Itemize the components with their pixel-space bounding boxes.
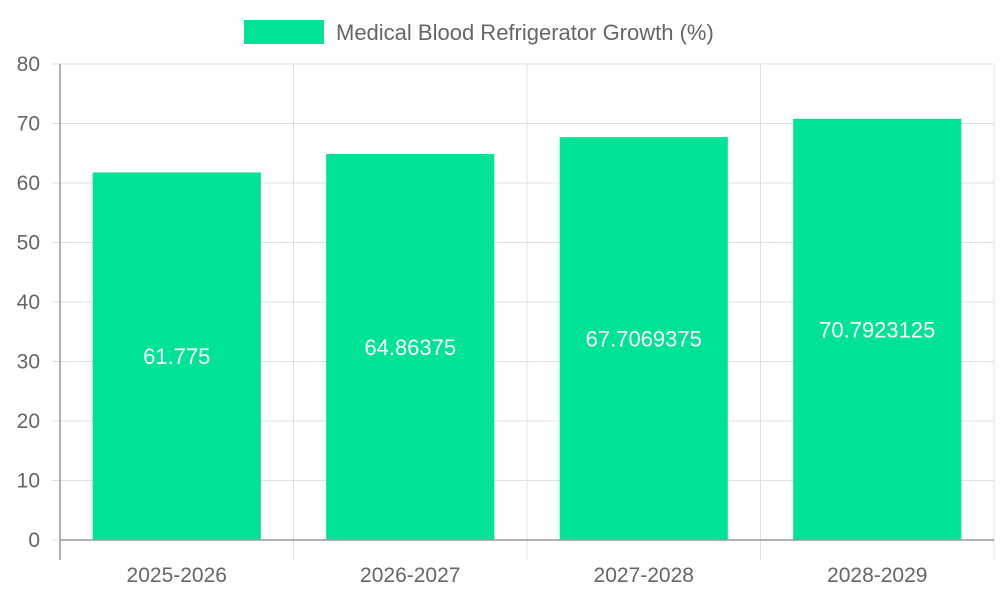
bar[interactable] xyxy=(793,118,962,541)
legend-swatch[interactable] xyxy=(244,20,324,44)
x-tick-label: 2027-2028 xyxy=(594,564,694,587)
y-tick-label: 30 xyxy=(17,351,40,374)
y-tick-label: 40 xyxy=(17,291,40,314)
bar-value-label: 70.7923125 xyxy=(819,317,935,342)
y-tick-label: 0 xyxy=(28,529,40,552)
y-tick-label: 50 xyxy=(17,232,40,255)
x-tick-label: 2026-2027 xyxy=(360,564,460,587)
axes: 0 10 20 30 40 50 60 70 80 2025-2026 2026-2027 2027-… xyxy=(17,53,994,587)
y-tick-label: 20 xyxy=(17,410,40,433)
bar-value-label: 64.86375 xyxy=(364,335,456,360)
y-tick-label: 60 xyxy=(17,172,40,195)
y-tick-label: 70 xyxy=(17,113,40,136)
bar[interactable] xyxy=(92,172,261,540)
legend[interactable]: Medical Blood Refrigerator Growth (%) xyxy=(244,20,714,45)
data-labels: 61.775 64.86375 67.7069375 70.7923125 xyxy=(143,317,935,369)
bar-value-label: 61.775 xyxy=(143,344,210,369)
legend-label[interactable]: Medical Blood Refrigerator Growth (%) xyxy=(336,20,714,45)
bar[interactable] xyxy=(326,154,495,541)
y-tick-label: 80 xyxy=(17,53,40,76)
x-tick-label: 2028-2029 xyxy=(827,564,927,587)
x-tick-label: 2025-2026 xyxy=(127,564,227,587)
y-tick-label: 10 xyxy=(17,470,40,493)
bar-value-label: 67.7069375 xyxy=(586,327,702,352)
bars xyxy=(92,118,962,541)
bar[interactable] xyxy=(559,137,728,540)
